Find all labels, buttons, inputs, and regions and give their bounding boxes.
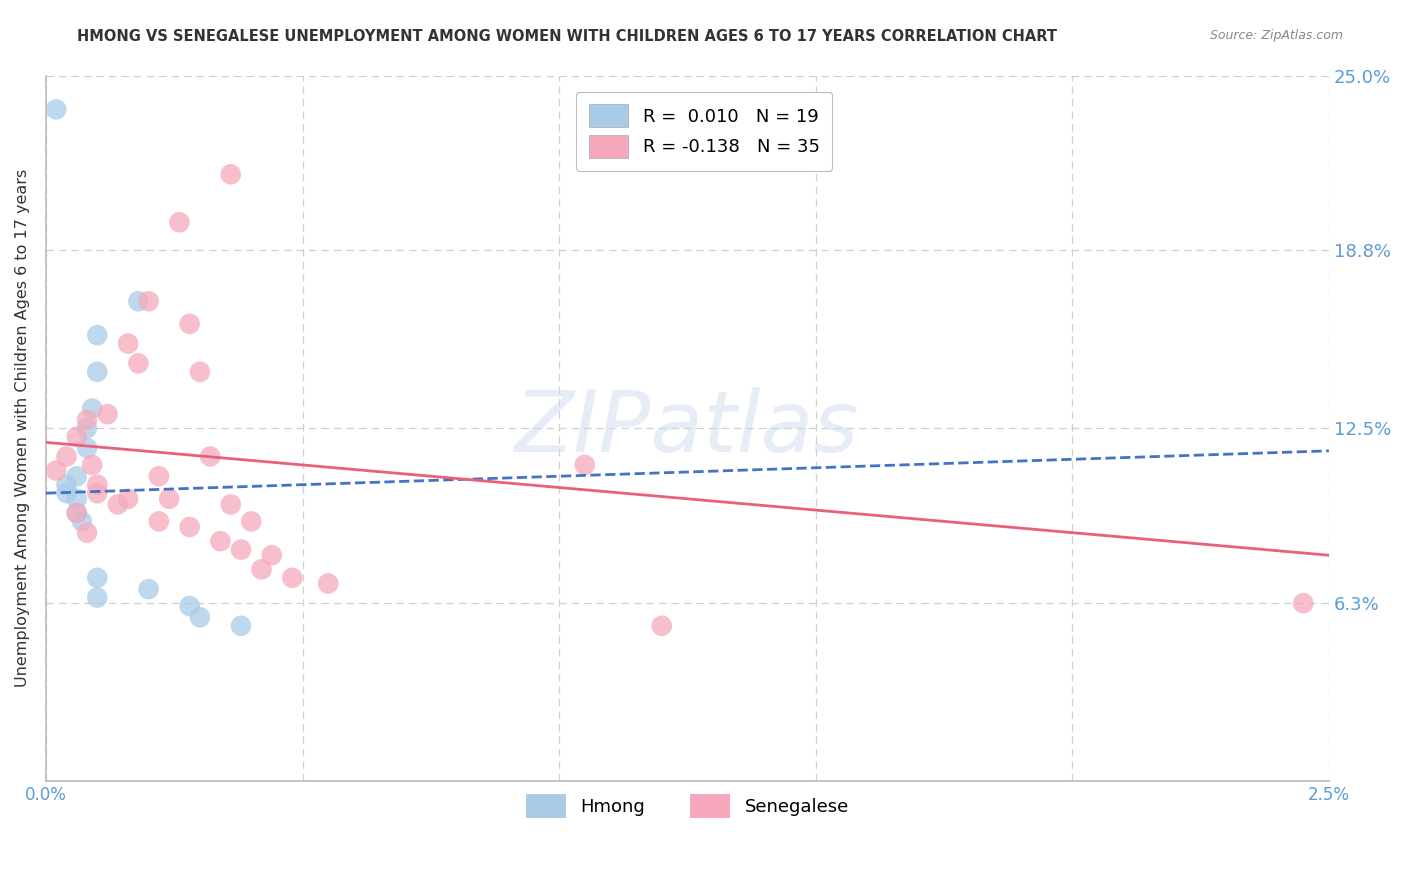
Point	[219, 498, 242, 512]
Point	[316, 576, 339, 591]
Point	[138, 294, 160, 309]
Point	[76, 441, 98, 455]
Point	[55, 450, 77, 464]
Point	[179, 599, 201, 613]
Point	[66, 506, 89, 520]
Point	[82, 401, 104, 416]
Point	[86, 365, 108, 379]
Point	[66, 491, 89, 506]
Point	[45, 464, 67, 478]
Point	[66, 430, 89, 444]
Point	[188, 365, 211, 379]
Y-axis label: Unemployment Among Women with Children Ages 6 to 17 years: Unemployment Among Women with Children A…	[15, 169, 30, 688]
Point	[209, 534, 232, 549]
Point	[179, 520, 201, 534]
Point	[86, 328, 108, 343]
Point	[179, 317, 201, 331]
Point	[86, 591, 108, 605]
Point	[169, 215, 191, 229]
Point	[96, 407, 118, 421]
Point	[229, 619, 252, 633]
Point	[45, 103, 67, 117]
Point	[127, 294, 149, 309]
Point	[260, 548, 283, 562]
Point	[117, 336, 139, 351]
Point	[86, 486, 108, 500]
Point	[157, 491, 180, 506]
Point	[651, 619, 673, 633]
Point	[148, 469, 170, 483]
Point	[127, 356, 149, 370]
Point	[107, 498, 129, 512]
Point	[574, 458, 596, 472]
Point	[250, 562, 273, 576]
Point	[1292, 596, 1315, 610]
Point	[66, 506, 89, 520]
Legend: Hmong, Senegalese: Hmong, Senegalese	[519, 788, 856, 825]
Point	[76, 525, 98, 540]
Point	[76, 413, 98, 427]
Point	[86, 571, 108, 585]
Point	[86, 477, 108, 491]
Point	[66, 469, 89, 483]
Point	[198, 450, 221, 464]
Point	[188, 610, 211, 624]
Point	[76, 421, 98, 435]
Point	[138, 582, 160, 596]
Point	[117, 491, 139, 506]
Point	[219, 167, 242, 181]
Point	[82, 458, 104, 472]
Point	[281, 571, 304, 585]
Text: HMONG VS SENEGALESE UNEMPLOYMENT AMONG WOMEN WITH CHILDREN AGES 6 TO 17 YEARS CO: HMONG VS SENEGALESE UNEMPLOYMENT AMONG W…	[77, 29, 1057, 44]
Point	[55, 486, 77, 500]
Point	[55, 477, 77, 491]
Point	[70, 515, 93, 529]
Point	[148, 515, 170, 529]
Text: ZIPatlas: ZIPatlas	[516, 387, 859, 470]
Point	[229, 542, 252, 557]
Text: Source: ZipAtlas.com: Source: ZipAtlas.com	[1209, 29, 1343, 42]
Point	[240, 515, 263, 529]
